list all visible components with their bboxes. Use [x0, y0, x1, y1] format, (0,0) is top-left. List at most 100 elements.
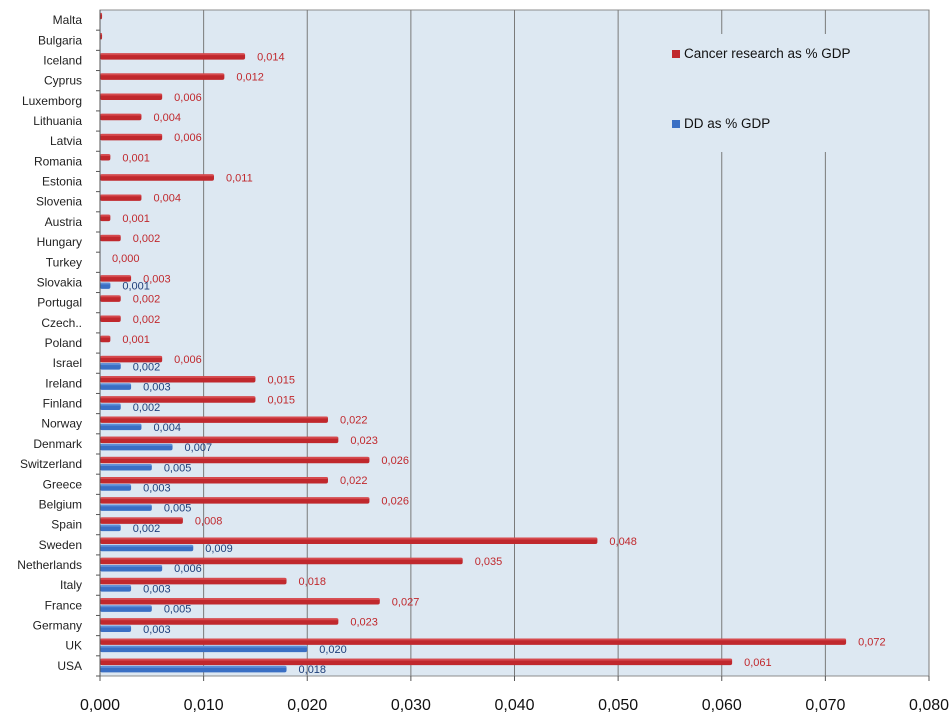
- x-tick-label: 0,010: [184, 697, 224, 714]
- bar-highlight: [100, 315, 121, 318]
- bar-highlight: [100, 383, 132, 386]
- bar-highlight: [100, 335, 111, 338]
- data-label-cancer: 0,026: [381, 455, 409, 467]
- bar-highlight: [100, 497, 370, 500]
- data-label-dd: 0,003: [143, 583, 171, 595]
- x-tick-label: 0,070: [805, 697, 845, 714]
- data-label-cancer: 0,026: [381, 495, 409, 507]
- x-axis-ticks: 0,000 0,010 0,020 0,030 0,040 0,050 0,060 0,070…: [80, 676, 949, 714]
- bar-highlight: [100, 403, 121, 406]
- category-label: Poland: [45, 336, 82, 350]
- data-label-cancer: 0,002: [133, 314, 161, 326]
- category-label: Luxemborg: [22, 94, 82, 108]
- category-label: Greece: [43, 477, 83, 491]
- category-label: Sweden: [39, 538, 82, 552]
- bar-highlight: [100, 295, 121, 298]
- data-label-cancer: 0,072: [858, 637, 886, 649]
- data-label-cancer: 0,018: [299, 576, 327, 588]
- data-label-dd: 0,005: [164, 604, 192, 616]
- data-label-cancer: 0,006: [174, 132, 202, 144]
- bar-highlight: [100, 443, 173, 446]
- data-label-dd: 0,018: [299, 664, 327, 676]
- category-label: Bulgaria: [38, 33, 82, 47]
- data-label-cancer: 0,008: [195, 516, 223, 528]
- bar-highlight: [100, 133, 163, 136]
- bar-highlight: [100, 517, 183, 520]
- bar-highlight: [100, 625, 132, 628]
- data-label-dd: 0,001: [122, 281, 150, 293]
- bar-highlight: [100, 154, 111, 157]
- bar-highlight: [100, 73, 225, 76]
- bar-highlight: [100, 477, 328, 479]
- data-label-dd: 0,003: [143, 382, 171, 394]
- data-label-cancer: 0,000: [112, 253, 140, 265]
- data-label-cancer: 0,003: [143, 273, 171, 285]
- data-label-dd: 0,005: [164, 462, 192, 474]
- data-label-dd: 0,007: [185, 442, 213, 454]
- data-label-cancer: 0,004: [153, 193, 181, 205]
- legend-box: [668, 34, 923, 152]
- bar-highlight: [100, 658, 733, 661]
- bar-highlight: [100, 363, 121, 366]
- category-label: Switzerland: [20, 457, 82, 471]
- data-label-cancer: 0,004: [153, 112, 181, 124]
- category-label: Spain: [51, 518, 82, 532]
- category-label: Ireland: [45, 376, 82, 390]
- data-label-cancer: 0,023: [350, 435, 378, 447]
- data-label-dd: 0,002: [133, 523, 161, 535]
- data-label-dd: 0,006: [174, 563, 202, 575]
- data-label-dd: 0,002: [133, 402, 161, 414]
- category-label: Slovenia: [36, 195, 82, 209]
- data-label-dd: 0,002: [133, 361, 161, 373]
- legend-swatch-cancer: [672, 50, 680, 58]
- category-label: UK: [65, 639, 82, 653]
- legend-label-cancer: Cancer research as % GDP: [684, 46, 851, 61]
- data-label-cancer: 0,022: [340, 415, 368, 427]
- category-label: Slovakia: [37, 275, 83, 289]
- data-label-cancer: 0,001: [122, 152, 150, 164]
- data-label-cancer: 0,002: [133, 233, 161, 245]
- x-tick-label: 0,050: [598, 697, 638, 714]
- legend-swatch-dd: [672, 120, 680, 128]
- bars: [100, 12, 847, 673]
- category-label: Austria: [45, 215, 83, 229]
- category-label: Denmark: [33, 437, 83, 451]
- data-label-dd: 0,005: [164, 503, 192, 515]
- data-label-cancer: 0,015: [267, 395, 295, 407]
- bar-highlight: [100, 93, 163, 96]
- bar-highlight: [100, 234, 121, 237]
- bar-highlight: [100, 12, 103, 15]
- category-label: Iceland: [43, 53, 82, 67]
- category-label: Lithuania: [33, 114, 82, 128]
- bar-highlight: [100, 113, 142, 116]
- data-label-dd: 0,020: [319, 644, 347, 656]
- data-label-cancer: 0,012: [236, 72, 264, 84]
- bar-highlight: [100, 585, 132, 588]
- data-label-dd: 0,003: [143, 483, 171, 495]
- category-label: Hungary: [37, 235, 82, 249]
- data-label-cancer: 0,023: [350, 617, 378, 629]
- bar-highlight: [100, 376, 256, 379]
- category-label: Turkey: [46, 255, 82, 269]
- bar-highlight: [100, 504, 152, 507]
- bar-highlight: [100, 355, 163, 358]
- bar-highlight: [100, 275, 132, 278]
- category-label: Israel: [53, 356, 82, 370]
- data-label-cancer: 0,014: [257, 51, 285, 63]
- bar-highlight: [100, 484, 132, 487]
- category-label: Cyprus: [44, 74, 82, 88]
- category-label: Netherlands: [17, 558, 82, 572]
- bar-highlight: [100, 638, 847, 641]
- bar-highlight: [100, 423, 142, 426]
- category-labels: USA UK Germany France Italy Netherlands Sweden…: [17, 10, 101, 677]
- bar-highlight: [100, 464, 152, 467]
- data-label-cancer: 0,048: [609, 536, 637, 548]
- data-label-cancer: 0,027: [392, 596, 420, 608]
- value-labels: 0,061 0,072 0,023 0,027 0,018 0,035 0,048 0,008…: [112, 51, 886, 676]
- bar-highlight: [100, 456, 370, 459]
- bar-highlight: [100, 53, 246, 56]
- category-label: Norway: [41, 417, 82, 431]
- bar-highlight: [100, 665, 287, 668]
- category-label: France: [45, 598, 83, 612]
